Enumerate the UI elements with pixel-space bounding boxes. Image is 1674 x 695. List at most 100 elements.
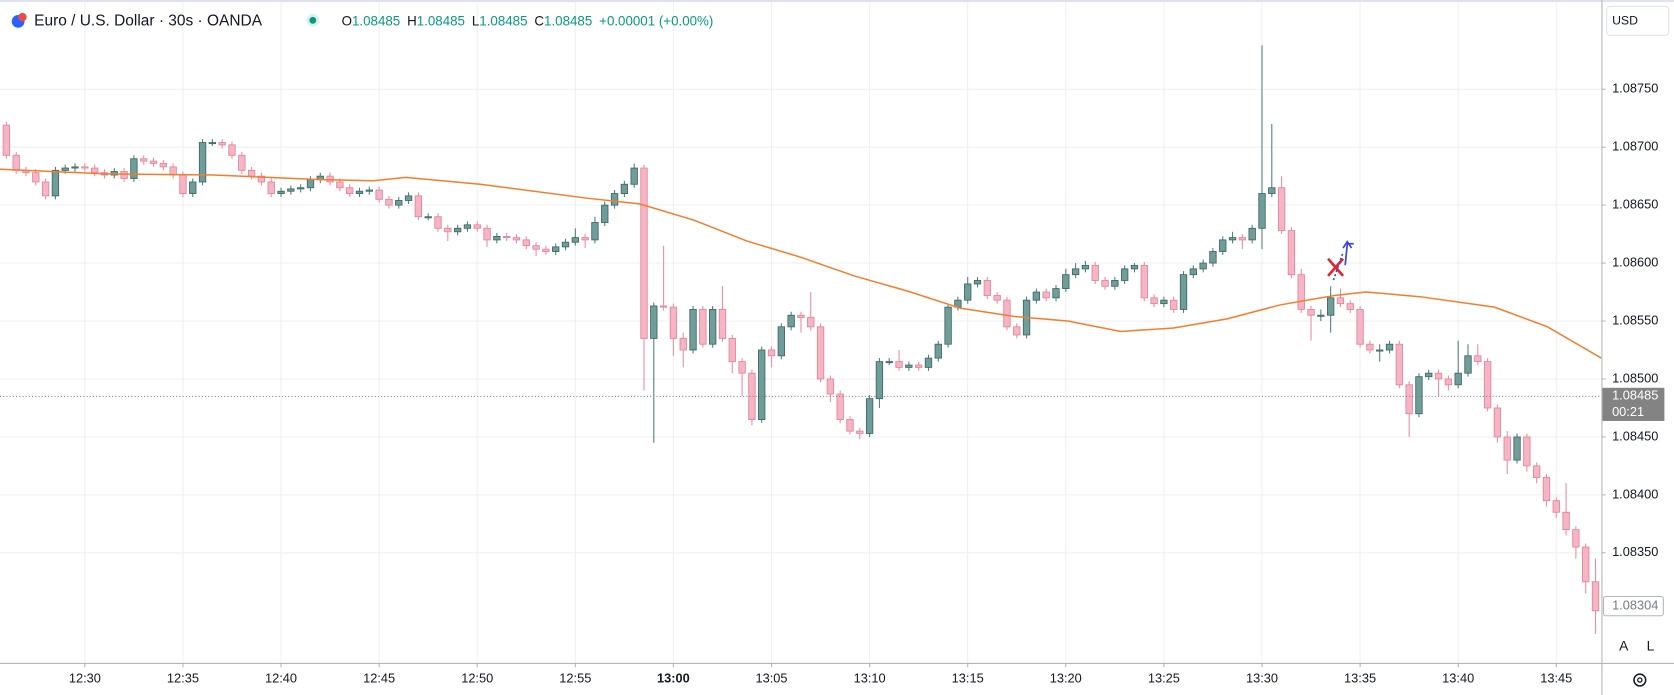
candle-body [453, 227, 462, 233]
arrow [1344, 242, 1354, 266]
candle-body [1493, 407, 1502, 438]
gear[interactable] [1637, 677, 1643, 683]
candle-body [287, 188, 295, 192]
candle-body [120, 171, 128, 179]
currency[interactable]: USD [1612, 14, 1638, 28]
candle-body [758, 349, 766, 420]
top-border [0, 0, 1674, 3]
auto-button[interactable] [1613, 635, 1635, 659]
last-value-tag [1603, 595, 1664, 617]
candle-body [1425, 372, 1433, 378]
candle-body [1003, 299, 1011, 328]
ohlc-key: O [342, 13, 352, 28]
candle-body [552, 246, 560, 252]
x-tick-label: 13:40 [1442, 670, 1474, 685]
candle-body [1542, 477, 1551, 502]
candle-body [1434, 372, 1443, 380]
candle-body [218, 142, 226, 146]
candle-body [1170, 299, 1178, 310]
candle-body [1219, 239, 1227, 252]
price-tag [1602, 387, 1665, 421]
candle-body [1140, 264, 1148, 299]
candle-body [561, 241, 570, 248]
candle-body [1582, 546, 1590, 583]
candle-body [434, 216, 442, 229]
y-tick-label: 1.08350 [1612, 544, 1658, 559]
candle-body [1209, 251, 1217, 264]
candle-body [1081, 264, 1090, 270]
x-tick-label: 12:30 [69, 670, 101, 685]
auto-button-label[interactable]: A [1619, 638, 1629, 654]
candle-body [571, 237, 579, 243]
candle-body [12, 154, 20, 171]
candle-body [1062, 274, 1070, 290]
candle-body [277, 190, 285, 194]
candle-body [424, 216, 432, 219]
gear[interactable] [1633, 673, 1647, 687]
cross-mark [1327, 257, 1345, 277]
candle-body [1199, 262, 1207, 270]
x-tick-label: 13:10 [854, 670, 886, 685]
candle-body [198, 142, 207, 183]
candle-body [797, 314, 805, 318]
candle-body [483, 227, 491, 241]
currency-box[interactable] [1606, 5, 1670, 36]
x-tick-label: 12:55 [559, 670, 591, 685]
candle-body [1317, 314, 1325, 317]
settings-button[interactable] [1633, 673, 1647, 687]
candle-body [140, 158, 148, 162]
arrow-line [1332, 252, 1344, 281]
candle-body [807, 317, 815, 328]
candle-body [149, 160, 158, 164]
candle-body [51, 169, 60, 197]
candle-body [777, 326, 785, 357]
candle-body [885, 361, 893, 364]
x-tick-label: 13:45 [1540, 670, 1572, 685]
candle-body [1091, 264, 1099, 281]
candle-body [591, 222, 599, 241]
ohlc: O1.08485 H1.08485 L1.08485 C1.08485 +0.0… [342, 13, 714, 28]
candle-body [81, 166, 89, 169]
candle-body [767, 349, 776, 357]
candle-body [973, 280, 982, 285]
candle-body [1189, 268, 1197, 276]
y-tick-label: 1.08600 [1612, 254, 1658, 269]
candle-body [1071, 268, 1080, 276]
candle-body [905, 364, 913, 368]
candle-body [444, 227, 452, 233]
candle-body [414, 195, 423, 218]
candle-body [659, 305, 668, 308]
price-tag-label: 1.08485 [1612, 388, 1658, 403]
countdown: 00:21 [1612, 404, 1644, 419]
moving-average [0, 168, 1602, 359]
candle-body [1503, 436, 1511, 461]
x-tick-label: 12:50 [461, 670, 493, 685]
y-tick-label: 1.08450 [1612, 428, 1658, 443]
log-button[interactable] [1639, 635, 1662, 659]
candle-body [924, 357, 933, 368]
candle-body [1444, 378, 1453, 386]
candle-body [1591, 581, 1600, 612]
candle-body [1572, 529, 1580, 548]
candle-body [699, 309, 707, 345]
arrow-head [1342, 240, 1353, 249]
candle-body [365, 189, 373, 192]
log-button-label[interactable]: L [1647, 638, 1655, 654]
y-tick-label: 1.08400 [1612, 486, 1658, 501]
candle-body [1277, 187, 1286, 232]
candle-body [385, 198, 393, 206]
candle-body [1268, 187, 1276, 194]
candle-body [267, 181, 275, 194]
candle-body [1326, 297, 1335, 316]
y-tick-label: 1.08750 [1612, 81, 1658, 96]
candle-body [581, 237, 589, 241]
currency-button[interactable]: USD [1606, 5, 1670, 36]
candle-body [1532, 465, 1541, 478]
candle-body [238, 154, 246, 171]
candle-body [257, 175, 266, 183]
last-value-label: 1.08304 [1612, 598, 1658, 613]
x-tick-label: 13:30 [1246, 670, 1278, 685]
plot [0, 45, 1602, 634]
x-tick-label: 12:35 [167, 670, 199, 685]
candle-body [1297, 274, 1305, 310]
